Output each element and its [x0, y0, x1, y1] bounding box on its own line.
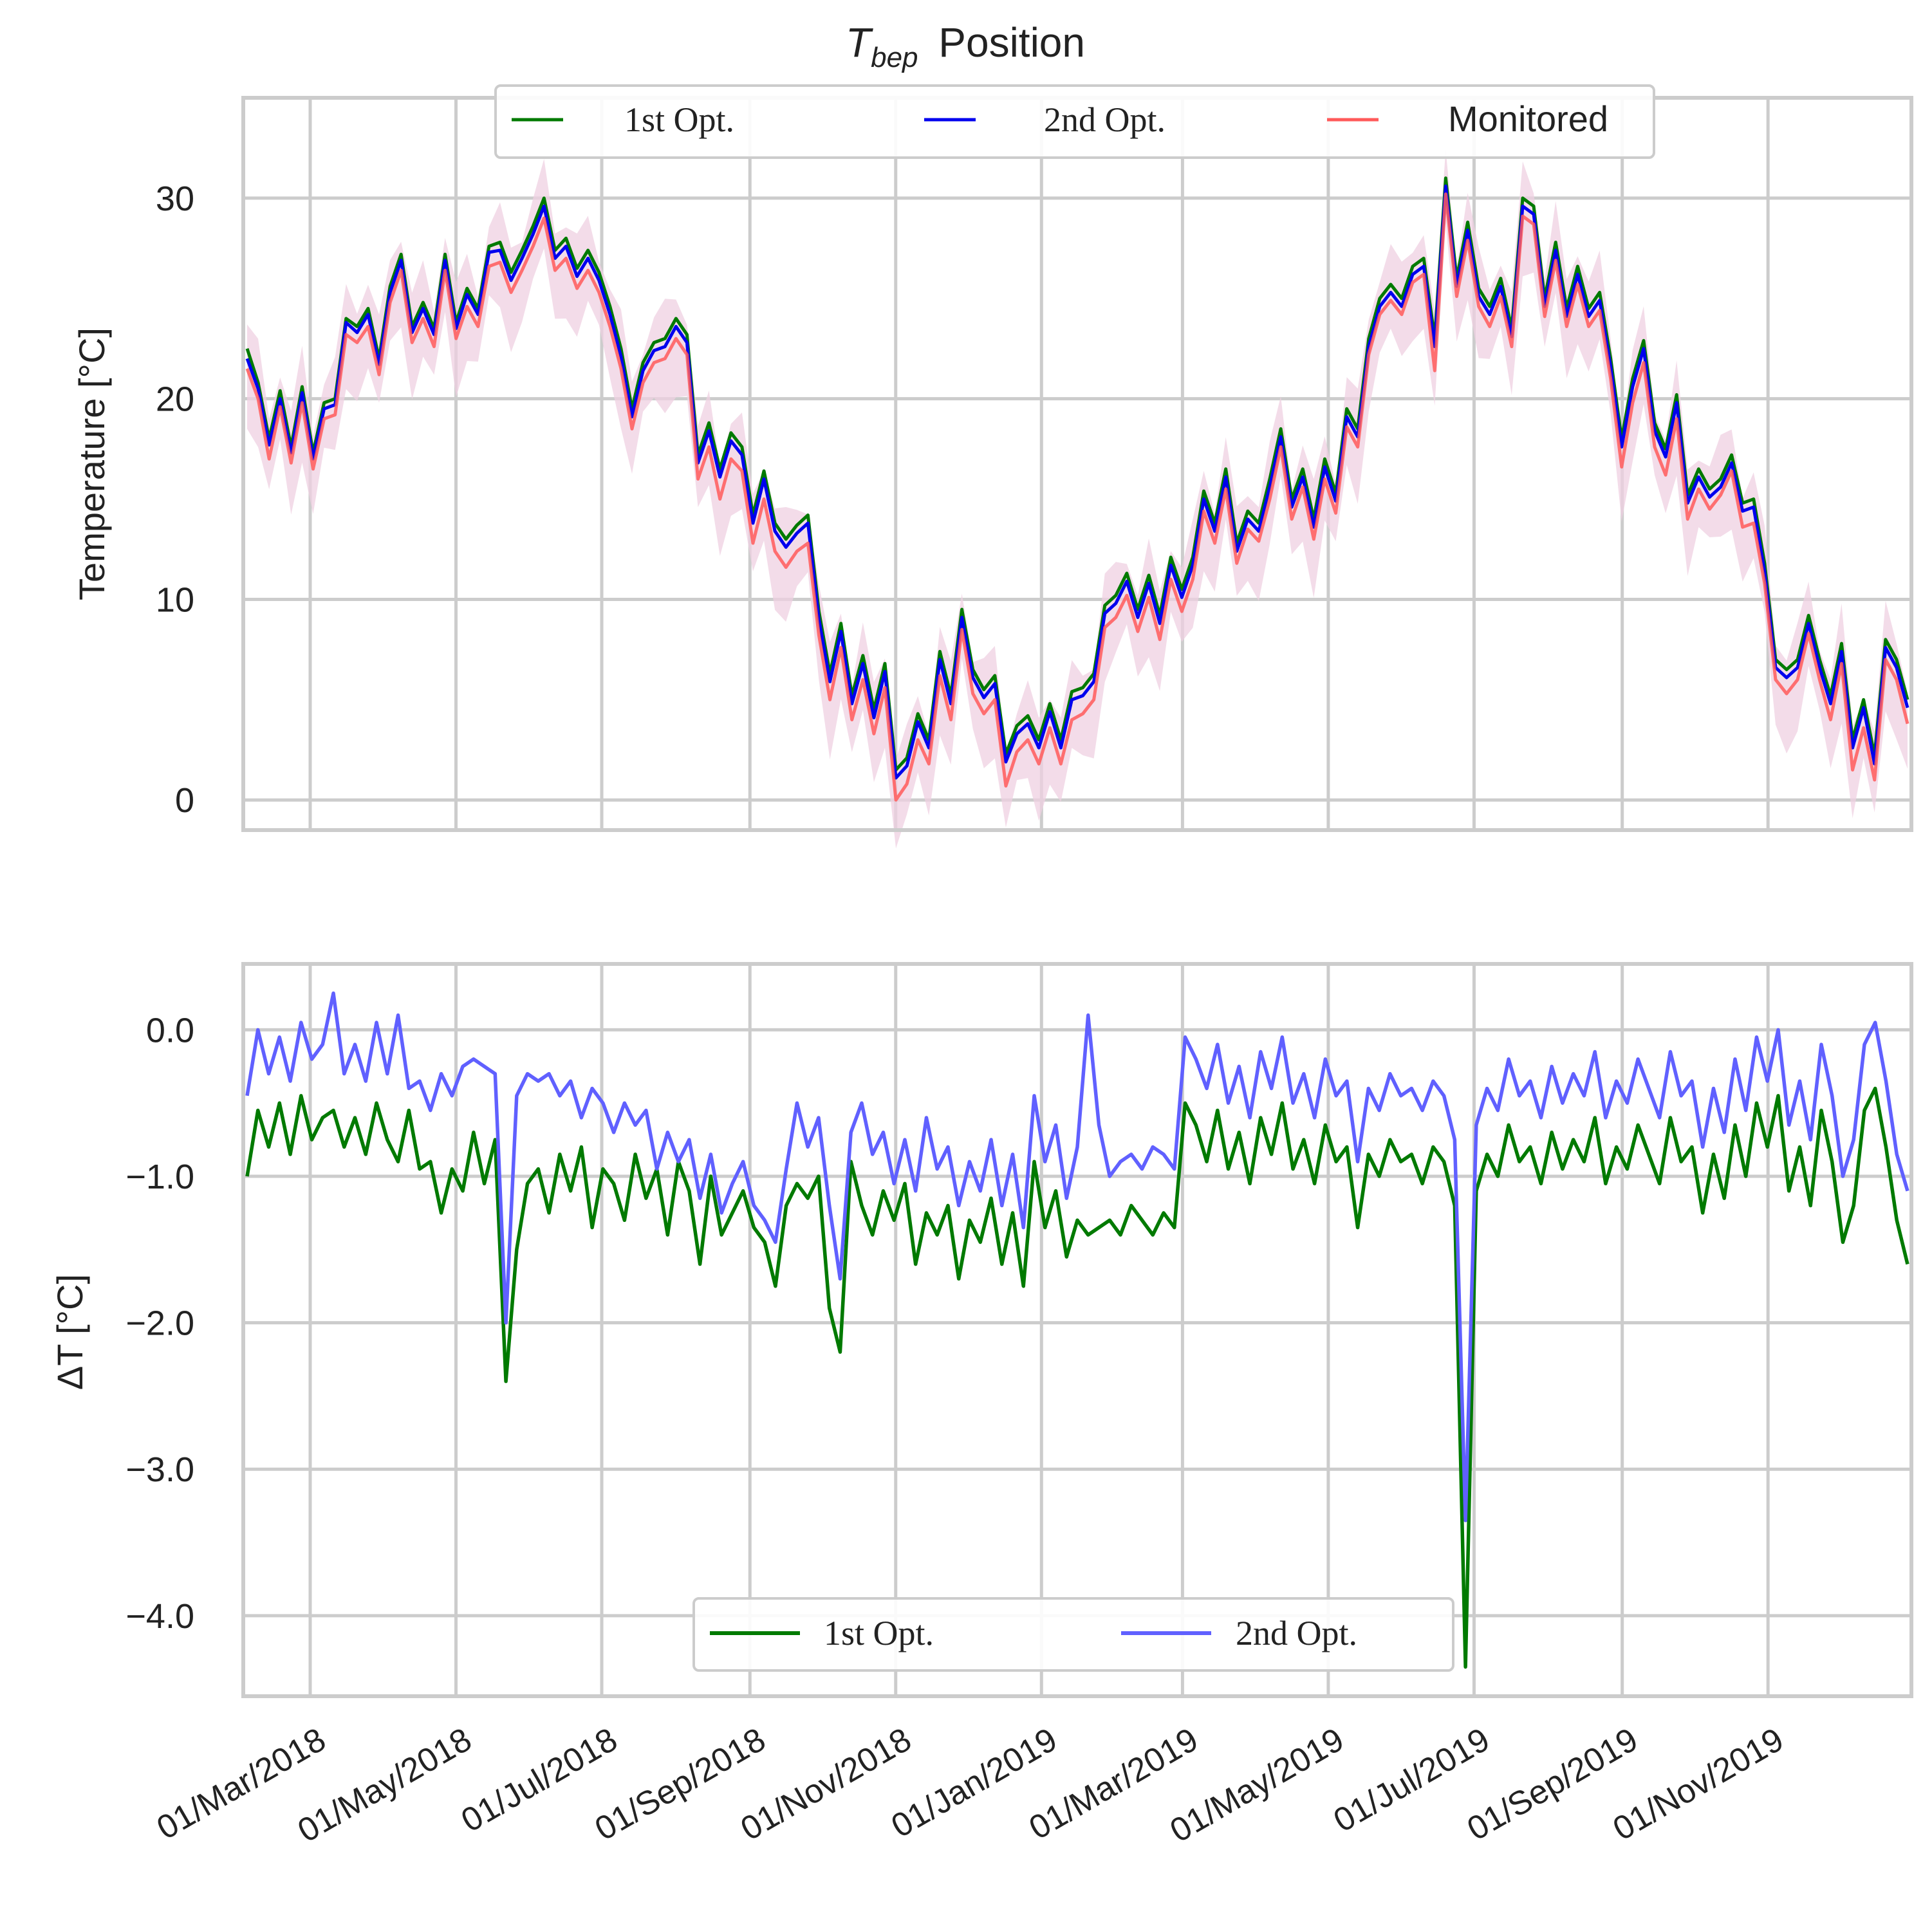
y-tick-label: 30 [156, 180, 194, 218]
series-line-monitored [245, 192, 1909, 802]
delta-line-2nd-opt [245, 991, 1909, 1522]
bottom-legend: 1st Opt. 2nd Opt. [692, 1597, 1454, 1672]
legend-label-1st-opt: 1st Opt. [824, 1614, 934, 1652]
bottom-y-axis-label: ΔT [°C] [50, 1274, 90, 1390]
y-tick-label: −2.0 [125, 1304, 194, 1343]
title-subscript: bep [871, 42, 918, 73]
top-panel: 0 10 20 30 Temperature [°C] 1st Opt. 2nd Op… [71, 84, 1913, 849]
top-series-lines [245, 176, 1909, 802]
bottom-legend-box [692, 1597, 1454, 1672]
y-tick-label: 0 [175, 781, 194, 820]
bottom-panel: 0.0 −1.0 −2.0 −3.0 −4.0 ΔT [°C] 1st Opt. 2nd… [50, 962, 1913, 1698]
legend-label-2nd-opt: 2nd Opt. [1044, 100, 1166, 139]
y-tick-label: −4.0 [125, 1597, 194, 1636]
y-tick-label: 20 [156, 380, 194, 419]
x-tick-labels: 01/Mar/201801/May/201801/Jul/201801/Sep/… [151, 1721, 1790, 1850]
monitored-range-area [247, 149, 1908, 849]
top-y-axis-label: Temperature [°C] [71, 328, 112, 600]
bottom-y-tick-labels: 0.0 −1.0 −2.0 −3.0 −4.0 [125, 1011, 194, 1635]
delta-line-1st-opt [245, 1086, 1909, 1669]
y-tick-label: 10 [156, 580, 194, 619]
top-legend-box [494, 84, 1655, 159]
title-main: T [846, 19, 873, 66]
legend-label-2nd-opt: 2nd Opt. [1236, 1614, 1357, 1652]
title-rest: Position [927, 19, 1085, 66]
y-tick-label: −1.0 [125, 1158, 194, 1196]
series-line-2nd-opt [245, 184, 1909, 780]
legend-label-1st-opt: 1st Opt. [624, 100, 734, 139]
bottom-series-lines [245, 991, 1909, 1669]
legend-label-monitored: Monitored [1448, 98, 1608, 139]
top-y-tick-labels: 0 10 20 30 [156, 180, 194, 820]
top-legend: 1st Opt. 2nd Opt. Monitored [494, 84, 1655, 159]
y-tick-label: 0.0 [146, 1011, 194, 1050]
y-tick-label: −3.0 [125, 1450, 194, 1489]
bottom-plot-border [241, 962, 1913, 1698]
monitored-range-band [247, 149, 1908, 849]
chart-title: Tbep Position [846, 19, 1085, 73]
